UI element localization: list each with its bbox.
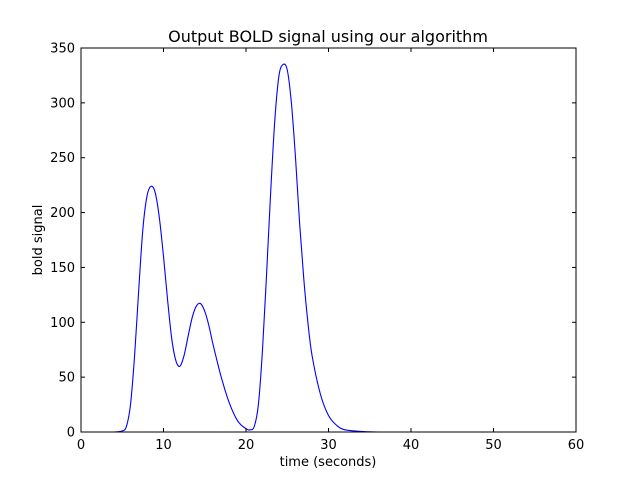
- x-tick-label: 10: [155, 438, 172, 453]
- x-tick-label: 30: [320, 438, 337, 453]
- y-tick-label: 150: [50, 261, 75, 276]
- y-tick-label: 350: [50, 42, 75, 57]
- y-tick-label: 300: [50, 96, 75, 111]
- x-tick-label: 20: [238, 438, 255, 453]
- plot-frame: [80, 47, 577, 433]
- x-tick-label: 40: [403, 438, 420, 453]
- series-line-0: [80, 63, 576, 433]
- chart-title: Output BOLD signal using our algorithm: [168, 27, 488, 46]
- y-tick-label: 50: [58, 371, 75, 386]
- y-tick-label: 100: [50, 316, 75, 331]
- y-tick-label: 250: [50, 151, 75, 166]
- y-tick-label: 0: [67, 426, 75, 441]
- x-axis-label: time (seconds): [280, 455, 377, 470]
- x-tick-label: 60: [568, 438, 585, 453]
- x-tick-label: 0: [77, 438, 85, 453]
- plot-area: 0 10 20 30 40 50 60 0 50 100 150 200 250 300 350: [50, 42, 584, 454]
- y-axis-label: bold signal: [31, 205, 46, 276]
- y-tick-label: 200: [50, 206, 75, 221]
- x-tick-label: 50: [485, 438, 502, 453]
